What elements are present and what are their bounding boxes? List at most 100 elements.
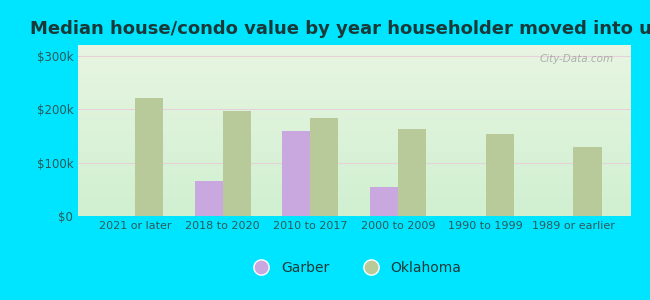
Bar — [78, 126, 630, 127]
Bar — [78, 160, 630, 161]
Bar — [78, 170, 630, 171]
Bar — [78, 132, 630, 133]
Bar — [78, 49, 630, 50]
Bar — [78, 194, 630, 195]
Bar — [78, 83, 630, 84]
Bar — [78, 70, 630, 71]
Bar — [78, 46, 630, 47]
Bar — [78, 87, 630, 88]
Bar — [78, 117, 630, 118]
Bar — [78, 133, 630, 134]
Bar — [78, 66, 630, 67]
Bar — [78, 207, 630, 208]
Bar — [78, 119, 630, 120]
Bar — [78, 85, 630, 86]
Bar — [78, 160, 630, 161]
Bar — [78, 67, 630, 68]
Bar — [78, 169, 630, 170]
Bar — [78, 122, 630, 123]
Bar — [78, 134, 630, 135]
Bar — [78, 65, 630, 66]
Bar — [78, 138, 630, 139]
Bar — [78, 143, 630, 144]
Bar — [78, 191, 630, 192]
Bar — [78, 110, 630, 111]
Bar — [78, 59, 630, 60]
Bar — [78, 151, 630, 152]
Bar — [78, 184, 630, 185]
Bar — [78, 92, 630, 93]
Bar — [223, 111, 251, 216]
Bar — [78, 90, 630, 91]
Bar — [78, 118, 630, 119]
Bar — [78, 163, 630, 164]
Bar — [78, 106, 630, 107]
Bar — [78, 137, 630, 138]
Bar — [135, 98, 163, 216]
Bar — [78, 82, 630, 83]
Bar — [78, 91, 630, 92]
Bar — [78, 54, 630, 55]
Bar — [78, 196, 630, 197]
Bar — [78, 162, 630, 163]
Bar — [78, 164, 630, 165]
Bar — [398, 129, 426, 216]
Bar — [78, 105, 630, 106]
Bar — [78, 112, 630, 113]
Bar — [78, 200, 630, 201]
Bar — [78, 80, 630, 81]
Bar — [78, 129, 630, 130]
Bar — [78, 168, 630, 169]
Bar — [78, 72, 630, 73]
Bar — [78, 62, 630, 63]
Bar — [78, 103, 630, 104]
Bar — [78, 157, 630, 158]
Bar — [78, 61, 630, 62]
Bar — [78, 100, 630, 101]
Bar — [78, 104, 630, 105]
Bar — [78, 208, 630, 209]
Bar — [78, 128, 630, 129]
Bar — [78, 209, 630, 210]
Bar — [78, 174, 630, 175]
Bar — [78, 86, 630, 87]
Bar — [78, 84, 630, 85]
Bar — [78, 215, 630, 216]
Bar — [78, 48, 630, 49]
Bar — [78, 131, 630, 132]
Bar — [78, 113, 630, 114]
Bar — [78, 58, 630, 59]
Bar — [78, 116, 630, 117]
Bar — [194, 181, 223, 216]
Bar — [78, 155, 630, 156]
Bar — [78, 95, 630, 96]
Legend: Garber, Oklahoma: Garber, Oklahoma — [242, 256, 467, 281]
Bar — [78, 149, 630, 150]
Bar — [78, 94, 630, 95]
Bar — [78, 198, 630, 199]
Bar — [78, 166, 630, 167]
Bar — [78, 159, 630, 160]
Bar — [78, 210, 630, 211]
Bar — [78, 98, 630, 99]
Bar — [78, 63, 630, 64]
Bar — [78, 189, 630, 190]
Bar — [78, 93, 630, 94]
Bar — [78, 81, 630, 82]
Bar — [573, 146, 601, 216]
Bar — [78, 50, 630, 51]
Bar — [78, 88, 630, 89]
Bar — [78, 52, 630, 53]
Bar — [78, 111, 630, 112]
Text: City-Data.com: City-Data.com — [540, 53, 614, 64]
Bar — [78, 135, 630, 136]
Bar — [78, 187, 630, 188]
Bar — [78, 202, 630, 203]
Bar — [311, 118, 339, 216]
Bar — [78, 173, 630, 174]
Bar — [78, 77, 630, 78]
Bar — [78, 79, 630, 80]
Bar — [78, 199, 630, 200]
Bar — [78, 178, 630, 179]
Bar — [78, 47, 630, 48]
